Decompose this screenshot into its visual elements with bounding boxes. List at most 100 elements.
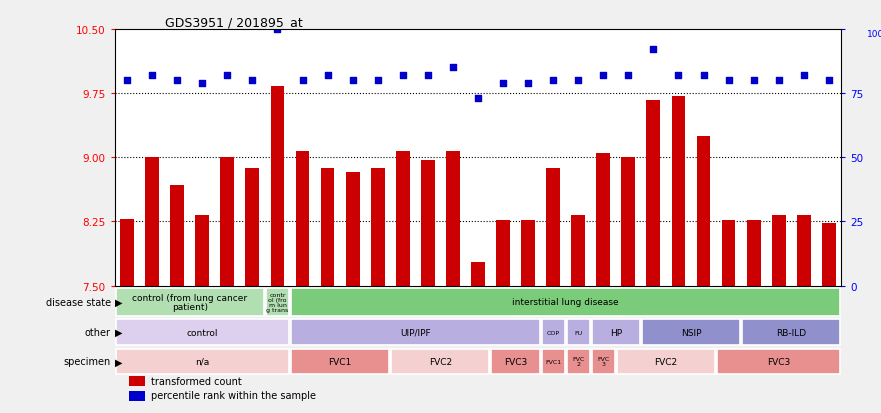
Bar [822,223,836,286]
Bar [120,219,134,286]
Bar [747,220,760,286]
Text: other: other [85,328,111,337]
Text: FU: FU [574,330,582,335]
Bar [421,160,434,286]
Bar [671,96,685,286]
Point [647,47,661,54]
Bar [492,349,539,375]
Text: FVC3: FVC3 [767,357,790,366]
Point [371,78,385,84]
Point [470,95,485,102]
Text: control (from lung cancer
patient): control (from lung cancer patient) [132,293,248,311]
Bar [471,262,485,286]
Point [170,78,184,84]
Point [120,78,134,84]
Point [796,73,811,79]
Point [145,73,159,79]
Point [396,73,410,79]
Text: ▶: ▶ [115,356,122,367]
Point [496,80,510,87]
Bar [542,319,565,345]
Bar [115,349,289,375]
Point [546,78,560,84]
Point [245,78,259,84]
Bar [291,288,840,316]
Bar [345,172,359,286]
Bar [115,319,289,345]
Bar [220,158,234,286]
Text: n/a: n/a [195,357,210,366]
Text: FVC3: FVC3 [504,357,527,366]
Point [722,78,736,84]
Text: UIP/IPF: UIP/IPF [400,328,431,337]
Bar [617,349,715,375]
Point [421,73,435,79]
Bar [196,215,209,286]
Point [345,78,359,84]
Bar [115,288,264,316]
Text: COP: COP [546,330,559,335]
Bar [296,152,309,286]
Bar [291,349,389,375]
Text: FVC
3: FVC 3 [597,356,610,367]
Text: contr
ol (fro
m lun
g trans: contr ol (fro m lun g trans [266,292,289,312]
Bar [266,288,289,316]
Text: control: control [187,328,218,337]
Bar [170,185,184,286]
Text: FVC1: FVC1 [545,359,561,364]
Point [220,73,234,79]
Point [746,78,760,84]
Text: specimen: specimen [63,356,111,367]
Point [446,65,460,71]
Bar [522,220,535,286]
Bar [542,349,565,375]
Point [571,78,585,84]
Text: FVC1: FVC1 [329,357,352,366]
Text: NSIP: NSIP [681,328,701,337]
Bar [717,349,840,375]
Bar [772,215,786,286]
Point [196,80,210,87]
Text: transformed count: transformed count [151,375,241,386]
Bar [621,158,635,286]
Text: ▶: ▶ [115,328,122,337]
Bar [391,349,490,375]
Bar [647,101,660,286]
Bar [270,87,285,286]
Bar [592,319,640,345]
Text: ▶: ▶ [115,297,122,307]
Text: FVC2: FVC2 [655,357,677,366]
Bar [446,152,460,286]
Bar [321,169,335,286]
Bar [145,158,159,286]
Text: interstitial lung disease: interstitial lung disease [513,297,619,306]
Text: FVC
2: FVC 2 [572,356,584,367]
Bar [596,154,611,286]
Bar [246,169,259,286]
Bar [371,169,385,286]
Bar [722,220,736,286]
Bar [642,319,740,345]
Point [671,73,685,79]
Bar [129,376,145,386]
Point [596,73,611,79]
Bar [571,215,585,286]
Text: RB-ILD: RB-ILD [776,328,806,337]
Point [822,78,836,84]
Bar [697,136,710,286]
Bar [291,319,539,345]
Bar [129,391,145,401]
Point [697,73,711,79]
Point [321,73,335,79]
Text: GDS3951 / 201895_at: GDS3951 / 201895_at [166,16,303,28]
Text: 100%: 100% [867,30,881,39]
Bar [546,169,560,286]
Bar [566,349,589,375]
Bar [592,349,615,375]
Text: disease state: disease state [46,297,111,307]
Point [270,26,285,33]
Bar [496,220,510,286]
Text: FVC2: FVC2 [429,357,452,366]
Text: HP: HP [610,328,622,337]
Point [295,78,309,84]
